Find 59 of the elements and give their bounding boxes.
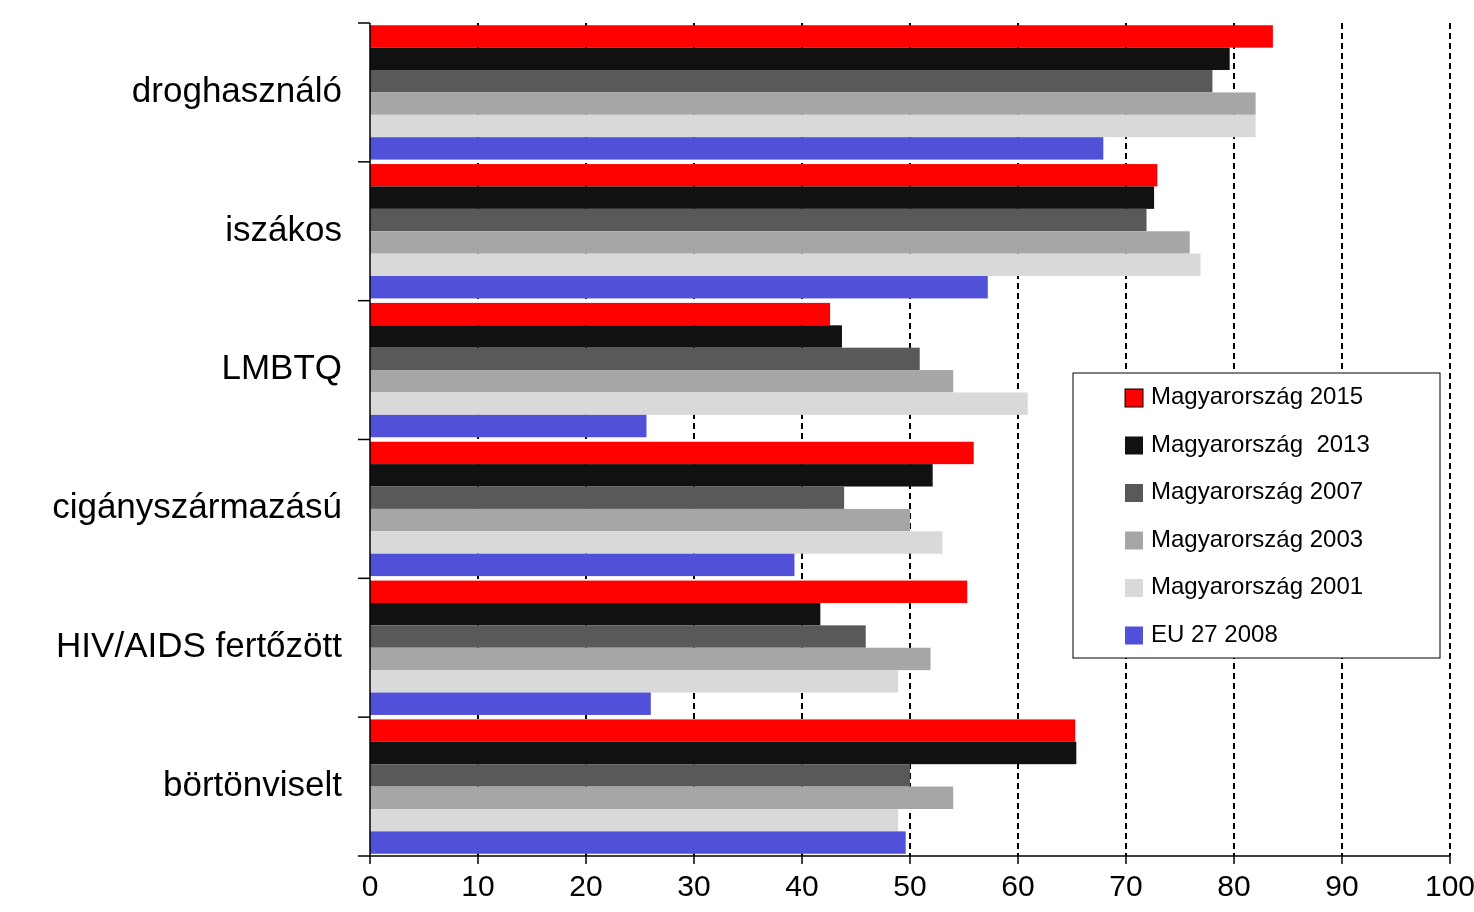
bar — [370, 831, 906, 854]
y-tick-label: HIV/AIDS fertőzött — [56, 625, 343, 664]
y-tick-label: börtönviselt — [163, 763, 343, 803]
legend-label: Magyarország 2003 — [1151, 524, 1364, 552]
bar — [370, 508, 910, 532]
y-tick-label: cigányszármazású — [52, 486, 342, 526]
bar — [370, 208, 1147, 232]
bar — [370, 692, 651, 715]
y-tick-label: droghasználó — [131, 69, 342, 109]
bar — [370, 276, 988, 299]
bar — [370, 25, 1273, 48]
bar — [370, 464, 933, 487]
bar — [370, 137, 1104, 160]
bar — [370, 647, 931, 671]
x-tick-label: 50 — [893, 869, 927, 902]
bar — [370, 602, 821, 626]
bar — [370, 325, 842, 348]
y-tick-label: iszákos — [225, 208, 342, 248]
bar — [370, 92, 1256, 115]
bar — [370, 670, 899, 693]
bar — [370, 764, 910, 787]
bar — [370, 231, 1190, 254]
bar — [370, 486, 845, 509]
x-tick-label: 30 — [677, 869, 711, 902]
legend-label: Magyarország 2015 — [1151, 382, 1364, 410]
x-tick-label: 10 — [461, 869, 495, 902]
bar — [370, 347, 920, 371]
bar — [370, 741, 1077, 765]
legend-label: EU 27 2008 — [1151, 619, 1278, 647]
bar — [370, 370, 954, 393]
bar — [370, 719, 1076, 742]
bar — [370, 302, 831, 326]
x-tick-label: 70 — [1109, 869, 1143, 902]
bar — [370, 414, 647, 438]
y-tick-label: LMBTQ — [221, 347, 342, 387]
x-tick-label: 40 — [785, 869, 819, 902]
bar — [370, 625, 866, 648]
bar — [370, 441, 974, 465]
x-tick-label: 80 — [1217, 869, 1251, 902]
x-tick-label: 90 — [1325, 869, 1359, 902]
bar — [370, 164, 1158, 187]
bar — [370, 786, 954, 809]
bar — [370, 186, 1155, 209]
bar — [370, 47, 1230, 71]
legend-label: Magyarország 2013 — [1151, 429, 1370, 457]
legend-label: Magyarország 2001 — [1151, 572, 1364, 600]
x-tick-label: 0 — [361, 869, 379, 902]
bar — [370, 253, 1201, 277]
x-tick-label: 100 — [1424, 869, 1474, 902]
x-tick-label: 20 — [569, 869, 603, 902]
x-tick-label: 60 — [1001, 869, 1035, 902]
bar — [370, 808, 899, 832]
legend-label: Magyarország 2007 — [1151, 477, 1364, 505]
bar — [370, 392, 1028, 415]
bar — [370, 531, 943, 554]
bar — [370, 553, 795, 577]
bar — [370, 580, 968, 603]
bar — [370, 70, 1213, 93]
bar — [370, 114, 1256, 138]
